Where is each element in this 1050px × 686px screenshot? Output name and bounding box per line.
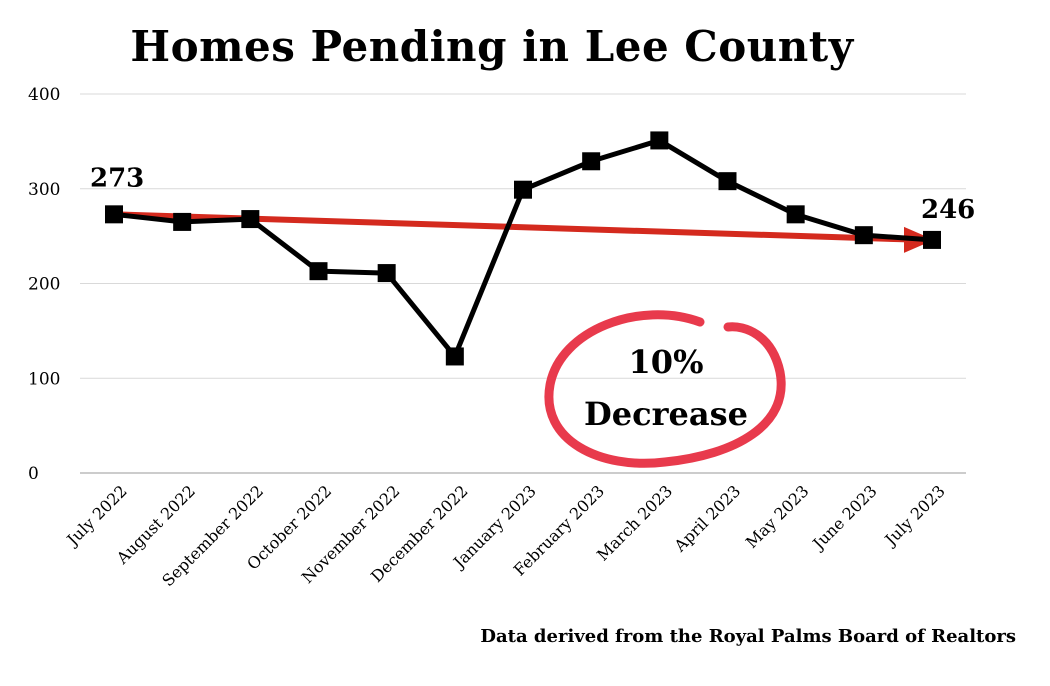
data-point bbox=[923, 230, 941, 249]
data-point bbox=[582, 152, 601, 171]
callout-percent: 10% bbox=[629, 343, 704, 381]
y-tick-label: 100 bbox=[28, 369, 60, 389]
data-point bbox=[105, 205, 123, 224]
chart-title: Homes Pending in Lee County bbox=[130, 22, 854, 71]
data-point bbox=[241, 210, 260, 229]
series-line-path bbox=[113, 137, 933, 359]
decrease-callout: 10% Decrease bbox=[544, 310, 786, 468]
callout-decrease: Decrease bbox=[584, 395, 748, 433]
end-labels: 273 246 bbox=[90, 163, 975, 225]
data-point bbox=[445, 347, 464, 366]
data-point bbox=[377, 264, 396, 283]
start-value-label: 273 bbox=[90, 163, 144, 193]
y-axis-ticks: 0 100 200 300 400 bbox=[28, 85, 60, 484]
y-tick-label: 300 bbox=[28, 180, 60, 200]
x-tick-label: April 2023 bbox=[670, 481, 745, 556]
x-tick-label: July 2022 bbox=[62, 481, 131, 550]
data-point bbox=[650, 131, 669, 150]
x-tick-label: June 2023 bbox=[808, 481, 881, 554]
x-tick-label: July 2023 bbox=[880, 481, 949, 550]
callout-circle bbox=[544, 310, 786, 468]
data-point bbox=[514, 180, 532, 199]
end-value-label: 246 bbox=[921, 195, 975, 225]
data-point bbox=[786, 205, 805, 224]
x-tick-label: May 2023 bbox=[742, 481, 813, 552]
y-tick-label: 0 bbox=[28, 464, 39, 484]
series-line bbox=[105, 131, 941, 366]
data-point bbox=[854, 226, 873, 245]
data-point bbox=[718, 172, 737, 191]
y-tick-label: 400 bbox=[28, 85, 60, 105]
data-point bbox=[309, 262, 328, 281]
data-point bbox=[173, 212, 192, 231]
source-note: Data derived from the Royal Palms Board … bbox=[480, 626, 1016, 647]
gridlines bbox=[80, 93, 966, 474]
y-tick-label: 200 bbox=[28, 275, 60, 295]
